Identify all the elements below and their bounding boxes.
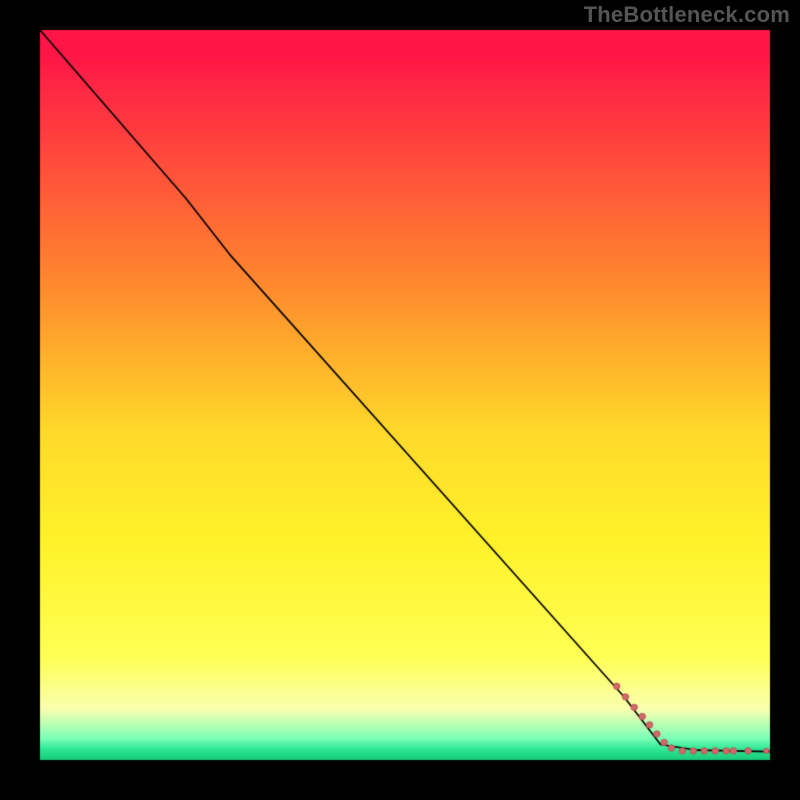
bottleneck-gradient-chart — [0, 0, 800, 800]
chart-container: TheBottleneck.com — [0, 0, 800, 800]
watermark-label: TheBottleneck.com — [584, 2, 790, 28]
